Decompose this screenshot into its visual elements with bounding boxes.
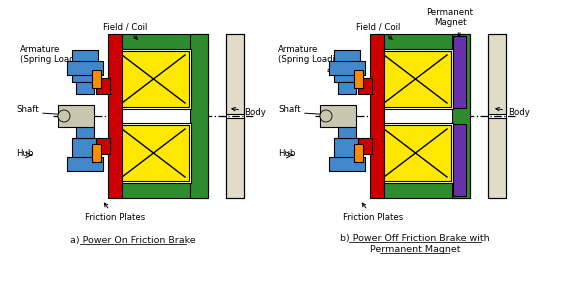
Bar bbox=[226, 34, 244, 198]
Text: Friction Plates: Friction Plates bbox=[343, 203, 403, 222]
Bar bbox=[320, 105, 356, 127]
Circle shape bbox=[58, 110, 70, 122]
Bar bbox=[452, 34, 470, 198]
Bar bbox=[354, 70, 363, 88]
Text: Armature
(Spring Loading): Armature (Spring Loading) bbox=[20, 45, 91, 72]
Bar bbox=[329, 61, 365, 75]
Bar bbox=[370, 34, 384, 198]
Text: Hub: Hub bbox=[278, 148, 295, 158]
Bar bbox=[226, 118, 244, 198]
Text: Armature
(Spring Loading): Armature (Spring Loading) bbox=[278, 45, 349, 72]
Bar bbox=[358, 78, 372, 94]
Bar bbox=[76, 126, 94, 138]
Bar bbox=[114, 108, 190, 124]
Bar bbox=[67, 61, 103, 75]
Bar bbox=[67, 157, 103, 171]
Text: Friction Plates: Friction Plates bbox=[85, 203, 145, 222]
Text: a) Power On Friction Brake: a) Power On Friction Brake bbox=[70, 235, 196, 245]
Bar bbox=[453, 124, 466, 196]
Bar bbox=[96, 78, 110, 94]
Text: Field / Coil: Field / Coil bbox=[356, 22, 400, 39]
Bar bbox=[226, 34, 244, 114]
Bar bbox=[76, 82, 94, 94]
Bar bbox=[116, 49, 191, 109]
Bar bbox=[488, 34, 506, 114]
Bar bbox=[488, 34, 506, 198]
Text: Hub: Hub bbox=[16, 148, 33, 158]
Bar bbox=[334, 138, 360, 170]
Bar bbox=[118, 51, 189, 107]
Text: Body: Body bbox=[496, 108, 530, 117]
Bar bbox=[72, 50, 98, 82]
Bar bbox=[113, 34, 208, 108]
Bar bbox=[453, 36, 466, 108]
Bar bbox=[116, 123, 191, 183]
Bar bbox=[338, 82, 356, 94]
Bar bbox=[113, 124, 208, 198]
Text: Shaft: Shaft bbox=[16, 106, 39, 114]
Bar bbox=[378, 49, 453, 109]
Text: Field / Coil: Field / Coil bbox=[103, 22, 147, 39]
Bar bbox=[108, 34, 122, 198]
Bar bbox=[334, 50, 360, 82]
Bar bbox=[380, 125, 451, 181]
Circle shape bbox=[320, 110, 332, 122]
Bar bbox=[118, 125, 189, 181]
Bar bbox=[92, 144, 101, 162]
Bar bbox=[378, 123, 453, 183]
Bar bbox=[96, 138, 110, 154]
Bar bbox=[375, 34, 470, 108]
Text: Permanent
Magnet: Permanent Magnet bbox=[426, 8, 473, 37]
Bar bbox=[338, 126, 356, 138]
Bar bbox=[190, 34, 208, 198]
Text: Body: Body bbox=[232, 108, 266, 117]
Text: Permanent Magnet: Permanent Magnet bbox=[370, 245, 460, 253]
Text: Shaft: Shaft bbox=[278, 106, 301, 114]
Bar bbox=[92, 70, 101, 88]
Bar bbox=[354, 144, 363, 162]
Bar bbox=[58, 105, 94, 127]
Bar bbox=[358, 138, 372, 154]
Bar bbox=[375, 124, 470, 198]
Bar bbox=[72, 138, 98, 170]
Bar bbox=[329, 157, 365, 171]
Bar bbox=[380, 51, 451, 107]
Bar bbox=[488, 118, 506, 198]
Text: b) Power Off Friction Brake with: b) Power Off Friction Brake with bbox=[340, 233, 490, 243]
Bar bbox=[376, 108, 452, 124]
